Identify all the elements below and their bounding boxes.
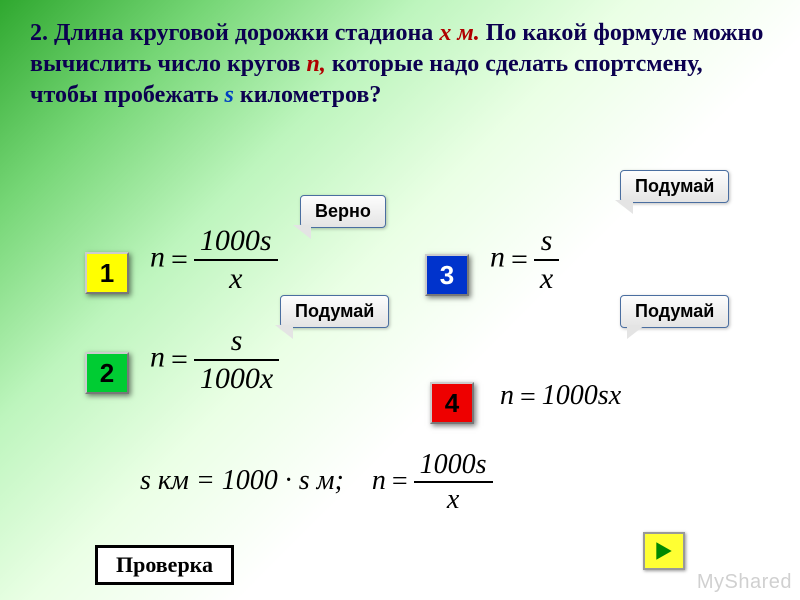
callout-tail xyxy=(275,325,293,339)
solution-part-a: s км = 1000 · s м; xyxy=(140,465,344,496)
fraction-numerator: 1000s xyxy=(414,450,493,481)
answer-button-2[interactable]: 2 xyxy=(85,352,129,394)
solution-lhs: n xyxy=(372,465,386,496)
variable-n: n, xyxy=(307,51,326,77)
feedback-callout-3: Подумай xyxy=(620,170,729,203)
question-text: 2. Длина круговой дорожки стадиона х м. … xyxy=(30,18,770,112)
question-part: километров? xyxy=(240,82,381,108)
feedback-text: Подумай xyxy=(635,176,714,196)
formula-lhs: n xyxy=(150,240,165,273)
solution-formula: s км = 1000 · s м; n=1000sx xyxy=(140,450,493,515)
variable-x: х м. xyxy=(439,20,479,46)
formula-lhs: n xyxy=(490,240,505,273)
answer-formula-1: n=1000sx xyxy=(150,225,278,294)
answer-button-4[interactable]: 4 xyxy=(430,382,474,424)
fraction: sx xyxy=(534,225,559,294)
equals-sign: = xyxy=(505,243,534,277)
answer-formula-4: n=1000sx xyxy=(500,380,621,414)
formula-lhs: n xyxy=(150,340,165,373)
check-button[interactable]: Проверка xyxy=(95,545,234,585)
fraction-denominator: x xyxy=(414,481,493,514)
feedback-callout-4: Подумай xyxy=(620,295,729,328)
equals-sign: = xyxy=(386,466,414,498)
feedback-callout-2: Подумай xyxy=(280,295,389,328)
answer-button-1[interactable]: 1 xyxy=(85,252,129,294)
equals-sign: = xyxy=(165,343,194,377)
watermark-text: MyShared xyxy=(697,571,792,594)
fraction-numerator: 1000s xyxy=(194,225,278,259)
answer-formula-3: n=sx xyxy=(490,225,559,294)
fraction-denominator: x xyxy=(534,259,559,295)
fraction: s1000x xyxy=(194,325,279,394)
fraction-denominator: 1000x xyxy=(194,359,279,395)
callout-tail xyxy=(627,325,645,339)
variable-s: s xyxy=(225,82,234,108)
feedback-text: Верно xyxy=(315,201,371,221)
formula-lhs: n xyxy=(500,380,514,411)
equals-sign: = xyxy=(165,243,194,277)
fraction: 1000sx xyxy=(414,450,493,515)
formula-rhs: 1000sx xyxy=(542,380,621,411)
fraction-numerator: s xyxy=(534,225,559,259)
callout-tail xyxy=(615,200,633,214)
fraction-denominator: x xyxy=(194,259,278,295)
next-button[interactable] xyxy=(643,532,685,570)
fraction: 1000sx xyxy=(194,225,278,294)
next-arrow-icon xyxy=(653,540,675,562)
callout-tail xyxy=(293,225,311,239)
feedback-callout-1: Верно xyxy=(300,195,386,228)
answer-formula-2: n=s1000x xyxy=(150,325,279,394)
answer-button-3[interactable]: 3 xyxy=(425,254,469,296)
fraction-numerator: s xyxy=(194,325,279,359)
question-part: 2. Длина круговой дорожки стадиона xyxy=(30,20,439,46)
feedback-text: Подумай xyxy=(295,301,374,321)
feedback-text: Подумай xyxy=(635,301,714,321)
equals-sign: = xyxy=(514,382,542,414)
